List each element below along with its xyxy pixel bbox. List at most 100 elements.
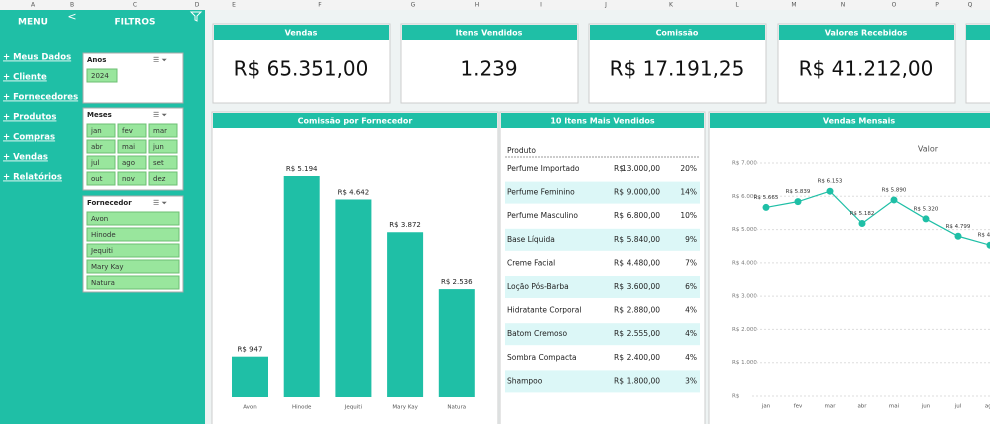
menu-item[interactable]: + Compras <box>3 133 55 143</box>
table-cell: 20% <box>680 164 697 173</box>
slicer-button[interactable] <box>117 123 147 138</box>
slicer-item[interactable]: Hinode <box>91 231 116 239</box>
slicer-button[interactable] <box>86 227 180 242</box>
column-letter: L <box>735 2 739 9</box>
slicer-item[interactable]: abr <box>91 143 103 151</box>
x-tick-label: Hinode <box>292 405 312 411</box>
slicer-item[interactable]: Natura <box>91 279 115 287</box>
column-letter: Q <box>968 2 973 9</box>
slicer-button[interactable] <box>86 68 118 83</box>
point <box>794 198 802 206</box>
slicer-button[interactable] <box>86 171 116 186</box>
collapse-icon[interactable]: < <box>67 10 76 23</box>
slicer-button[interactable] <box>86 123 116 138</box>
slicer-button[interactable] <box>86 155 116 170</box>
x-tick-label: Jequiti <box>344 405 363 411</box>
slicer-button[interactable] <box>148 123 178 138</box>
slicer-item[interactable]: ago <box>122 159 135 167</box>
bar <box>335 199 372 397</box>
line <box>765 190 990 246</box>
slicer-title: Fornecedor <box>87 199 132 207</box>
kpi-title: Comissão <box>656 29 699 38</box>
x-tick-label: Natura <box>447 405 466 411</box>
menu-item[interactable]: + Produtos <box>3 113 56 123</box>
panel <box>708 111 990 424</box>
slicer-item[interactable]: nov <box>122 175 135 183</box>
table-cell: R$ <box>614 164 624 173</box>
table-cell: 13.000,00 <box>622 164 660 173</box>
column-letter: O <box>892 2 897 9</box>
menu-item[interactable]: + Cliente <box>3 73 47 83</box>
data-label: R$ 3.872 <box>389 221 421 229</box>
slicer-icons: ☰ ⏷ <box>153 111 168 119</box>
table-cell: 14% <box>680 188 697 197</box>
slicer-item[interactable]: Mary Kay <box>91 263 123 271</box>
slicer-item[interactable]: out <box>91 175 103 183</box>
menu-item[interactable]: + Meus Dados <box>3 53 71 63</box>
x-tick-label: jan <box>761 404 771 410</box>
table-cell: 6.800,00 <box>627 211 661 220</box>
slicer-item[interactable]: dez <box>153 175 166 183</box>
slicer-button[interactable] <box>86 243 180 258</box>
table-cell: R$ <box>614 329 624 338</box>
slicer-button[interactable] <box>86 139 116 154</box>
panel-header <box>213 113 497 128</box>
slicer-title: Meses <box>87 111 112 119</box>
table-cell: R$ <box>614 258 624 267</box>
kpi-title: Vendas <box>285 29 318 38</box>
panel-title: 10 Itens Mais Vendidos <box>550 117 655 126</box>
row-band <box>505 228 700 251</box>
y-tick-label: R$ 4.000 <box>732 260 757 266</box>
y-tick-label: R$ 5.000 <box>732 227 757 233</box>
slicer-button[interactable] <box>148 171 178 186</box>
table-cell: R$ <box>614 211 624 220</box>
column-header-bar <box>0 0 990 10</box>
table-cell: 10% <box>680 211 697 220</box>
table-cell: Shampoo <box>507 376 543 385</box>
slicer-item[interactable]: Jequiti <box>90 247 113 255</box>
table-cell: 1.800,00 <box>627 376 661 385</box>
slicer-button[interactable] <box>148 155 178 170</box>
x-tick-label: fev <box>794 404 803 410</box>
slicer-button[interactable] <box>86 211 180 226</box>
panel-title: Comissão por Fornecedor <box>298 117 413 126</box>
table-cell: 7% <box>685 258 697 267</box>
bar <box>438 289 475 397</box>
menu-item[interactable]: + Vendas <box>3 153 48 163</box>
table-cell: 6% <box>685 282 697 291</box>
slicer-button[interactable] <box>117 155 147 170</box>
table-cell: 9% <box>685 235 697 244</box>
slicer-item[interactable]: fev <box>122 127 133 135</box>
table-cell: 2.400,00 <box>627 353 661 362</box>
kpi-value: R$ 65.351,00 <box>234 57 369 81</box>
table-cell: 5.840,00 <box>627 235 661 244</box>
slicer-item[interactable]: jul <box>90 159 99 167</box>
slicer-item[interactable]: mar <box>153 127 167 135</box>
column-letter: H <box>475 2 480 9</box>
table-cell: Sombra Compacta <box>507 353 577 362</box>
slicer-button[interactable] <box>117 139 147 154</box>
y-tick-label: R$ <box>732 394 740 400</box>
table-cell: 4.480,00 <box>627 258 661 267</box>
slicer-button[interactable] <box>86 275 180 290</box>
slicer-button[interactable] <box>148 139 178 154</box>
column-letter: F <box>318 2 322 9</box>
table-cell: 4% <box>685 353 697 362</box>
filter-icon <box>189 11 203 22</box>
slicer-button[interactable] <box>117 171 147 186</box>
menu-item[interactable]: + Fornecedores <box>3 93 78 103</box>
slicer-item[interactable]: jun <box>152 143 164 151</box>
menu-item[interactable]: + Relatórios <box>3 172 62 183</box>
point <box>986 241 990 249</box>
slicer-item[interactable]: mai <box>122 143 135 151</box>
y-tick-label: R$ 1.000 <box>732 360 757 366</box>
slicer-item[interactable]: Avon <box>91 215 108 223</box>
table-cell: Loção Pós-Barba <box>507 282 569 291</box>
panel-title: Vendas Mensais <box>823 117 896 126</box>
slicer-item[interactable]: set <box>153 159 164 167</box>
slicer-button[interactable] <box>86 259 180 274</box>
filters-title: FILTROS <box>115 18 156 28</box>
slicer-item[interactable]: 2024 <box>91 72 109 80</box>
slicer-item[interactable]: jan <box>90 127 102 135</box>
